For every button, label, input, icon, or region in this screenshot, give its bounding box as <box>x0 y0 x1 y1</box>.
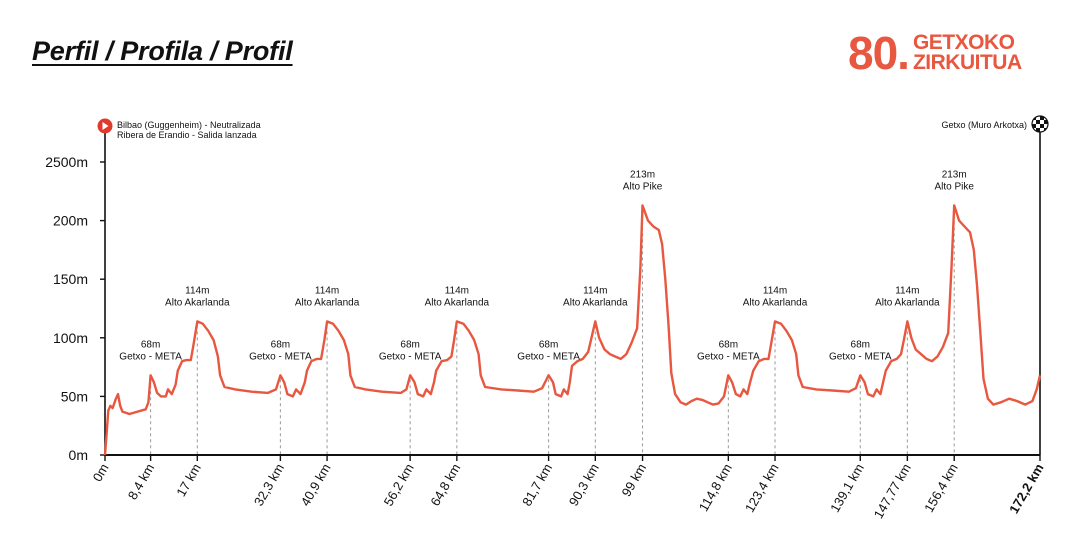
x-tick-label: 156,4 km <box>921 461 961 515</box>
finish-square <box>1040 124 1044 128</box>
annotation-name: Alto Akarlanda <box>425 297 490 308</box>
logo-line-2: ZIRKUITUA <box>912 51 1022 74</box>
x-tick-label: 32,3 km <box>251 461 287 509</box>
finish-square <box>1036 128 1040 132</box>
annotation-elevation: 114m <box>445 285 469 296</box>
y-tick-label: 0m <box>69 447 88 463</box>
x-tick-label: 139,1 km <box>827 461 867 515</box>
x-tick-label: 99 km <box>618 461 649 499</box>
logo-number: 80 <box>848 27 898 79</box>
start-label: Ribera de Erandio - Salida lanzada <box>117 130 257 140</box>
annotation-elevation: 68m <box>271 339 290 350</box>
profile-series <box>103 204 1042 456</box>
x-tick-label: 40,9 km <box>298 461 334 509</box>
x-tick-label: 172,2 km <box>1006 461 1046 516</box>
x-tick-label: 123,4 km <box>742 461 782 515</box>
x-tick-label: 114,8 km <box>696 461 735 514</box>
y-tick-label: 150m <box>53 271 88 287</box>
annotation-elevation: 68m <box>400 339 419 350</box>
annotation-name: Getxo - META <box>249 351 312 362</box>
finish-square <box>1040 116 1044 120</box>
logo-dot: . <box>897 27 910 79</box>
start-label: Bilbao (Guggenheim) - Neutralizada <box>117 120 261 130</box>
finish-square <box>1036 120 1040 124</box>
x-tick-label: 56,2 km <box>381 461 417 509</box>
annotation-elevation: 68m <box>719 339 738 350</box>
x-tick-label: 90,3 km <box>566 461 602 509</box>
annotation-elevation: 114m <box>583 285 607 296</box>
annotation-name: Alto Pike <box>623 181 663 192</box>
annotation-name: Alto Akarlanda <box>875 297 940 308</box>
annotation-name: Alto Akarlanda <box>743 297 808 308</box>
axes: 0m 50m 100m 150m 200m 2500m 0m 8,4 km 17 km 32,3 … <box>45 128 1047 521</box>
annotation-elevation: 213m <box>942 169 967 180</box>
logo-line-1: GETXOKO <box>912 31 1015 55</box>
event-logo: 80 . GETXOKO ZIRKUITUA <box>848 30 1022 76</box>
y-tick-label: 2500m <box>45 154 88 170</box>
x-tick-label: 64,8 km <box>427 461 463 509</box>
finish-square <box>1032 124 1036 128</box>
annotation-name: Alto Pike <box>934 181 974 192</box>
elevation-line <box>103 204 1042 456</box>
x-tick-label: 17 km <box>173 461 204 499</box>
guide-lines <box>150 209 955 455</box>
annotation-elevation: 114m <box>315 285 339 296</box>
x-tick-label: 147,77 km <box>871 461 914 521</box>
finish-square <box>1044 120 1048 124</box>
annotation-name: Alto Akarlanda <box>295 297 360 308</box>
finish-flag-icon <box>1031 115 1049 133</box>
x-tick-label: 81,7 km <box>519 461 555 509</box>
x-tick-label: 8,4 km <box>125 461 157 502</box>
annotation-elevation: 68m <box>539 339 558 350</box>
annotation-elevation: 114m <box>763 285 787 296</box>
annotation-elevation: 213m <box>630 169 655 180</box>
finish-label: Getxo (Muro Arkotxa) <box>941 120 1027 130</box>
annotation-elevation: 114m <box>895 285 919 296</box>
annotation-name: Getxo - META <box>379 351 442 362</box>
logo-text: GETXOKO ZIRKUITUA <box>912 31 1022 74</box>
y-tick-label: 200m <box>53 213 88 229</box>
annotation-elevation: 114m <box>185 285 209 296</box>
annotation-name: Alto Akarlanda <box>563 297 628 308</box>
annotation-name: Getxo - META <box>697 351 760 362</box>
start-arrow-icon <box>102 122 109 130</box>
annotation-name: Getxo - META <box>119 351 182 362</box>
annotation-elevation: 68m <box>141 339 160 350</box>
start-finish-markers: Bilbao (Guggenheim) - NeutralizadaRibera… <box>97 115 1049 140</box>
annotation-name: Alto Akarlanda <box>165 297 230 308</box>
y-tick-label: 50m <box>61 388 88 404</box>
x-tick-label: 0m <box>90 461 112 484</box>
annotation-name: Getxo - META <box>517 351 580 362</box>
y-tick-label: 100m <box>53 330 88 346</box>
annotation-name: Getxo - META <box>829 351 892 362</box>
annotation-elevation: 68m <box>851 339 870 350</box>
page-title: Perfil / Profila / Profil <box>32 36 293 66</box>
